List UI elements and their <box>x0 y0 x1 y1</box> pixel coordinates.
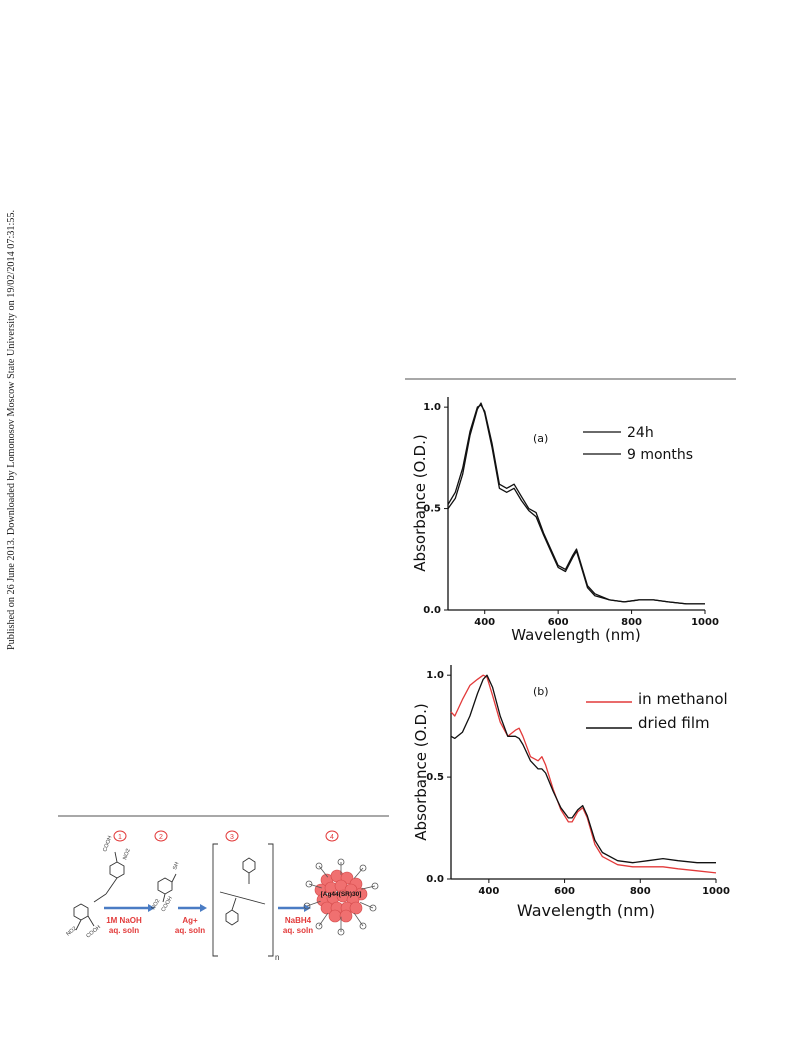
label-no2-top: NO2 <box>122 848 132 861</box>
ligand-arm <box>308 883 322 889</box>
step-marker-3: 3 <box>225 830 239 842</box>
ligand-arm <box>353 867 364 879</box>
ligand-ring <box>337 858 345 866</box>
chart-a-x-tick-label: 1000 <box>691 617 719 628</box>
chart-a-y-label: Absorbance (O.D.) <box>411 434 429 571</box>
publication-side-note: Published on 26 June 2013. Downloaded by… <box>6 209 17 650</box>
step-marker-2: 2 <box>154 830 168 842</box>
synthesis-scheme: 1 2 3 4 COOH NO2 NO2 COOH 1M NaOH aq. so… <box>65 830 379 962</box>
reagent-2-line1: Ag+ <box>182 916 198 925</box>
chart-b-y-label: Absorbance (O.D.) <box>412 703 430 840</box>
label-cooh-top: COOH <box>102 835 113 853</box>
chart-a-y-tick-label: 0.5 <box>423 504 441 515</box>
legend-label-9-months: 9 months <box>627 447 693 463</box>
chart-a-panel-label: (a) <box>533 432 548 445</box>
label-cooh-mid: COOH <box>161 896 174 913</box>
chart-a-x-tick-label: 600 <box>548 617 569 628</box>
ligand-arm <box>318 912 329 927</box>
ligand-ring <box>369 904 377 912</box>
label-sh: SH <box>172 861 180 870</box>
ligand-ring <box>371 882 379 890</box>
chart-a-series-9-months <box>447 402 705 605</box>
chart-a-y-tick-label: 0.0 <box>423 605 441 616</box>
reaction-arrowhead-2 <box>200 904 207 912</box>
ligand-arm <box>360 902 374 909</box>
chart-b-y-tick-label: 1.0 <box>426 670 444 681</box>
reagent-1-line2: aq. soln <box>109 926 139 935</box>
label-n: n <box>275 953 279 962</box>
legend-label-24h: 24h <box>627 425 654 441</box>
cluster-formula: [Ag44(SR)30] <box>321 891 362 898</box>
cluster-atom <box>339 909 353 923</box>
label-no2-mid: NO2 <box>151 898 162 911</box>
chart-a-x-tick-label: 400 <box>474 617 495 628</box>
thiol-molecule <box>157 873 177 903</box>
silver-nanocluster <box>303 858 379 936</box>
chart-b-legend: in methanol dried film <box>586 690 728 732</box>
ligand-ring <box>359 864 367 872</box>
bottom-divider <box>58 815 389 817</box>
ligand-ring <box>315 862 323 870</box>
chart-a-legend: 24h 9 months <box>583 425 693 463</box>
reaction-arrowhead-3 <box>304 904 311 912</box>
top-divider <box>405 378 736 380</box>
chart-b-x-tick-label: 400 <box>478 886 499 897</box>
absorbance-chart-a: 400 600 800 1000 0.0 0.5 1.0 Wavelength (nm) A… <box>411 397 719 644</box>
label-cooh-bottom: COOH <box>85 924 102 939</box>
chart-b-axes <box>450 665 716 880</box>
ligand-ring <box>305 880 313 888</box>
chart-a-axes <box>447 397 705 611</box>
chart-b-x-tick-label: 1000 <box>702 886 730 897</box>
chart-b-y-tick-label: 0.0 <box>426 874 444 885</box>
ligand-ring <box>337 928 345 936</box>
chart-b-x-tick-label: 600 <box>554 886 575 897</box>
step-number-2: 2 <box>159 834 163 841</box>
step-number-3: 3 <box>230 834 234 841</box>
step-number-4: 4 <box>330 834 334 841</box>
reagent-2-line2: aq. soln <box>175 926 205 935</box>
step-marker-4: 4 <box>325 830 339 842</box>
disulfide-molecule <box>73 851 125 931</box>
silver-thiolate-polymer <box>212 843 274 957</box>
legend-label-in-methanol: in methanol <box>638 690 728 708</box>
cluster-atom <box>349 901 363 915</box>
ligand-arm <box>318 865 329 878</box>
chart-a-series-24h <box>447 404 705 605</box>
absorbance-chart-b: 400 600 800 1000 0.0 0.5 1.0 Wavelength (nm) A… <box>412 665 730 920</box>
chart-b-x-tick-label: 800 <box>630 886 651 897</box>
legend-label-dried-film: dried film <box>638 714 710 732</box>
ligand-ring <box>359 922 367 930</box>
label-no2-bottom: NO2 <box>65 926 78 938</box>
ligand-arm <box>353 912 364 927</box>
chart-a-y-tick-label: 1.0 <box>423 402 441 413</box>
reagent-3-line2: aq. soln <box>283 926 313 935</box>
reagent-1-line1: 1M NaOH <box>106 916 142 925</box>
step-marker-1: 1 <box>113 830 127 842</box>
chart-b-y-tick-label: 0.5 <box>426 772 444 783</box>
reagent-3-line1: NaBH4 <box>285 916 312 925</box>
ligand-ring <box>315 922 323 930</box>
chart-b-panel-label: (b) <box>533 685 549 698</box>
chart-a-x-tick-label: 800 <box>621 617 642 628</box>
ligand-arm <box>361 885 376 890</box>
ligand-arm <box>306 900 321 907</box>
cluster-atom <box>328 909 342 923</box>
chart-a-x-label: Wavelength (nm) <box>511 626 641 644</box>
chart-b-x-label: Wavelength (nm) <box>517 901 655 920</box>
reaction-arrowhead-1 <box>148 904 155 912</box>
step-number-1: 1 <box>118 834 122 841</box>
ligand-ring <box>303 902 311 910</box>
